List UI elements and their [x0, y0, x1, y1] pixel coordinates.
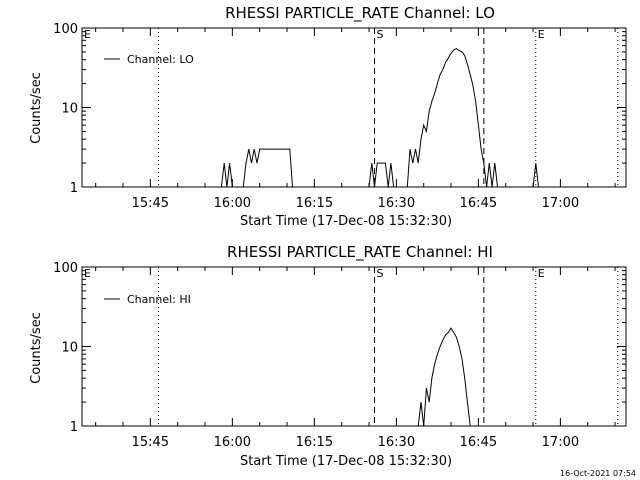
- event-marker-label: S: [377, 267, 384, 280]
- x-tick-label: 16:15: [296, 196, 333, 211]
- x-axis-label: Start Time (17-Dec-08 15:32:30): [240, 454, 452, 469]
- x-axis-label: Start Time (17-Dec-08 15:32:30): [240, 214, 452, 229]
- x-tick-label: 15:45: [132, 435, 169, 450]
- y-axis-label: Counts/sec: [29, 312, 44, 384]
- x-tick-label: 16:45: [460, 196, 497, 211]
- chart-legend: Channel: LO: [104, 53, 194, 66]
- x-tick-label: 16:30: [378, 435, 415, 450]
- plot-frame: [81, 27, 627, 188]
- x-tick-label: 16:45: [460, 435, 497, 450]
- event-marker-label: E: [84, 267, 91, 280]
- event-marker-label: E: [84, 28, 91, 41]
- x-tick-label: 15:45: [132, 196, 169, 211]
- chart-title: RHESSI PARTICLE_RATE Channel: HI: [227, 243, 493, 262]
- plot-frame: [81, 266, 627, 427]
- series-line: [82, 327, 626, 427]
- y-tick-label: 10: [61, 341, 78, 356]
- chart-title: RHESSI PARTICLE_RATE Channel: LO: [225, 4, 495, 23]
- event-marker-label: S: [377, 28, 384, 41]
- y-axis-label: Counts/sec: [29, 72, 44, 144]
- y-tick-label: 10: [61, 102, 78, 117]
- y-tick-label: 1: [70, 181, 78, 196]
- chart-panel-hi: RHESSI PARTICLE_RATE Channel: HI Counts/…: [29, 243, 627, 469]
- y-tick-label: 100: [53, 261, 78, 276]
- event-marker-label: E: [538, 28, 545, 41]
- footer-timestamp: 16-Oct-2021 07:54: [560, 469, 636, 478]
- series-line: [82, 48, 626, 188]
- x-tick-label: 17:00: [542, 196, 579, 211]
- y-tick-label: 100: [53, 22, 78, 37]
- chart-legend: Channel: HI: [104, 293, 191, 306]
- x-tick-label: 17:00: [542, 435, 579, 450]
- legend-entry: Channel: LO: [127, 53, 194, 66]
- x-tick-label: 16:00: [214, 435, 251, 450]
- x-tick-label: 16:30: [378, 196, 415, 211]
- chart-panel-lo: RHESSI PARTICLE_RATE Channel: LO Counts/…: [29, 4, 627, 229]
- x-tick-label: 16:00: [214, 196, 251, 211]
- y-tick-label: 1: [70, 420, 78, 435]
- event-marker-label: E: [538, 267, 545, 280]
- x-tick-label: 16:15: [296, 435, 333, 450]
